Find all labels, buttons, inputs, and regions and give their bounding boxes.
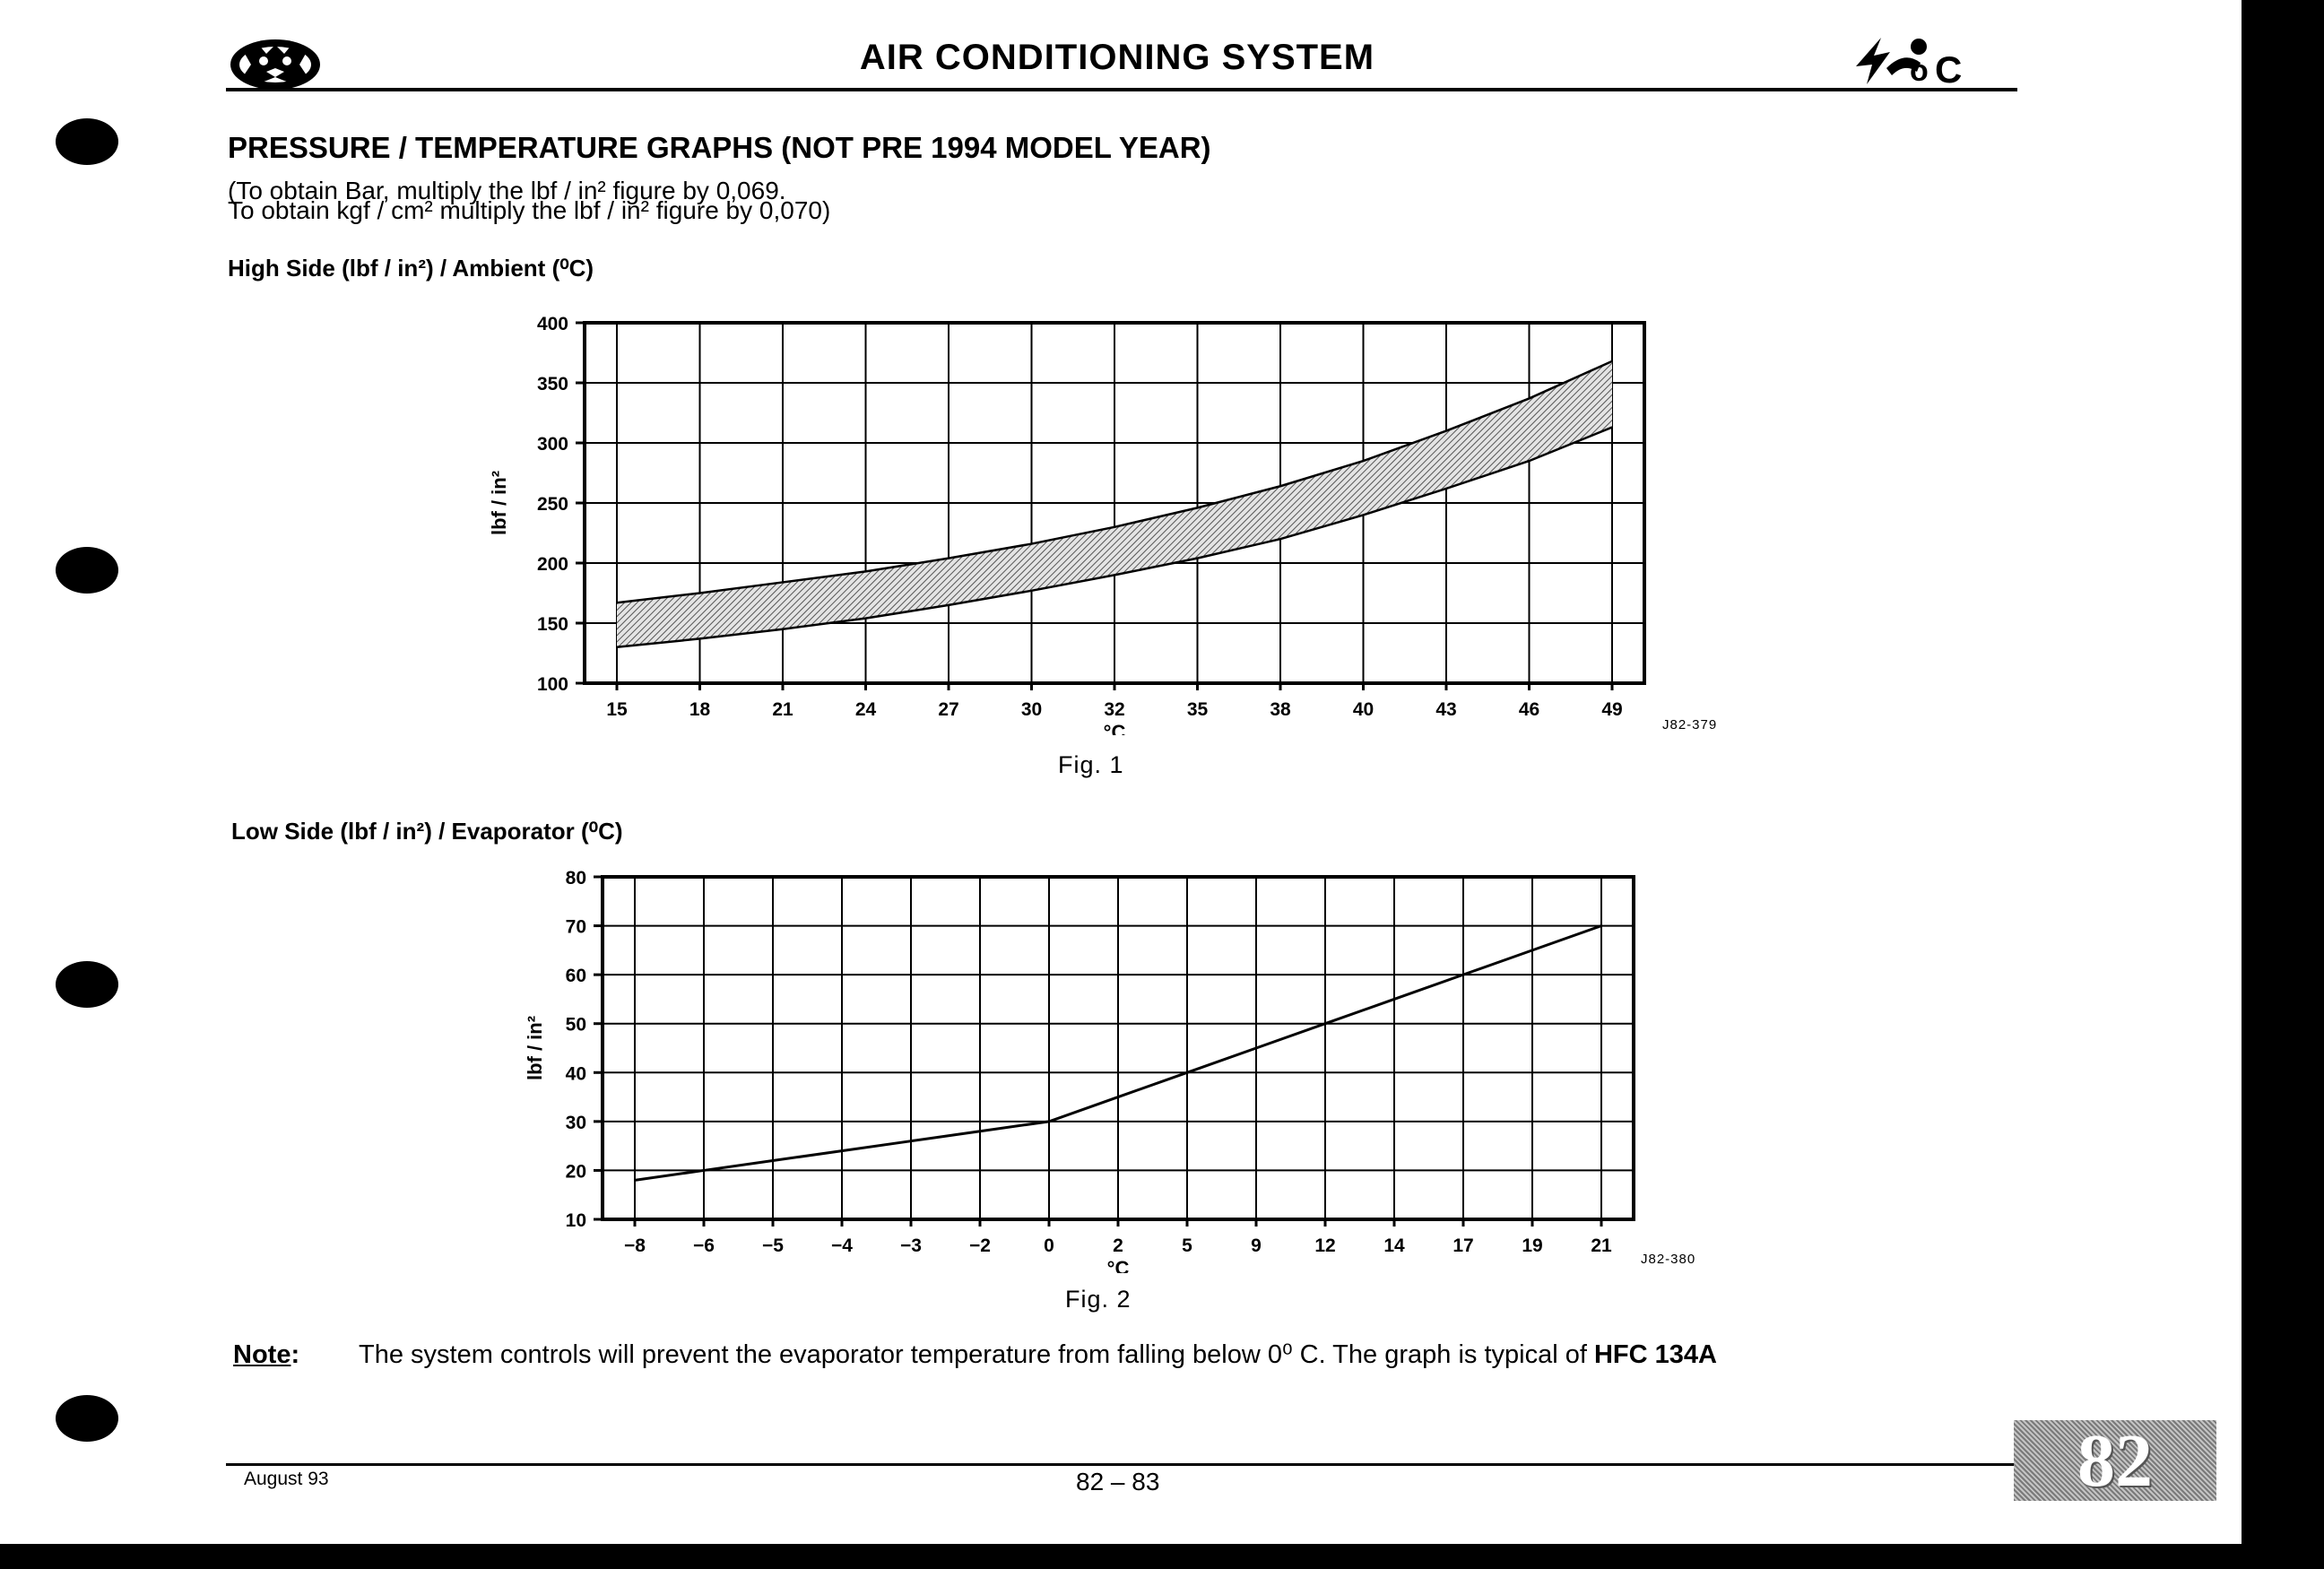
- x-tick-label: 19: [1522, 1235, 1542, 1256]
- x-tick-label: 38: [1270, 699, 1291, 720]
- y-tick-label: 300: [537, 434, 568, 455]
- note-label: Note: [233, 1340, 291, 1369]
- binder-hole: [56, 961, 118, 1008]
- fig1-subheading: High Side (lbf / in²) / Ambient (⁰C): [228, 255, 594, 282]
- y-tick-label: 40: [566, 1063, 586, 1084]
- x-tick-label: 5: [1182, 1235, 1192, 1256]
- fig1-caption: Fig. 1: [1058, 751, 1124, 778]
- x-tick-label: −5: [762, 1235, 784, 1256]
- x-tick-label: 14: [1383, 1235, 1405, 1256]
- fig1-code: J82-379: [1662, 717, 1718, 732]
- x-axis-label: °C: [1107, 1257, 1130, 1273]
- scan-border-right: [2242, 0, 2324, 1569]
- y-axis-label: lbf / in²: [524, 1016, 546, 1080]
- air-conditioning-symbol-text: C: [1935, 48, 1963, 91]
- y-tick-label: 10: [566, 1210, 586, 1231]
- y-tick-label: 100: [537, 674, 568, 695]
- binder-hole: [56, 118, 118, 165]
- footer-page-number: 82 – 83: [1076, 1468, 1160, 1495]
- y-tick-label: 250: [537, 494, 568, 515]
- fig1-chart: 100 150 200 250 300 350 400 15 18 21 24 27 30 32 35 38 4…: [488, 314, 1646, 735]
- note-text: The system controls will prevent the eva…: [359, 1340, 1594, 1369]
- note-paragraph: Note: The system controls will prevent th…: [233, 1340, 1717, 1369]
- y-tick-label: 50: [566, 1015, 586, 1036]
- footer-rule: [226, 1463, 2019, 1466]
- y-tick-label: 150: [537, 614, 568, 635]
- y-tick-label: 400: [537, 314, 568, 334]
- x-tick-label: 35: [1187, 699, 1209, 720]
- x-tick-label: −3: [900, 1235, 922, 1256]
- x-tick-label: 12: [1314, 1235, 1335, 1256]
- x-tick-label: −8: [624, 1235, 646, 1256]
- fig2-subheading: Low Side (lbf / in²) / Evaporator (⁰C): [231, 818, 623, 845]
- x-axis-label: °C: [1104, 721, 1126, 735]
- y-tick-label: 60: [566, 966, 586, 986]
- jaguar-head-emblem-icon: [230, 39, 320, 90]
- air-conditioning-symbol-icon: [1856, 38, 1927, 84]
- note-bold-text: HFC 134A: [1593, 1340, 1717, 1369]
- header-rule: [226, 88, 2017, 91]
- x-tick-label: 21: [1591, 1235, 1612, 1256]
- section-tab: 82: [2014, 1419, 2216, 1503]
- pressure-band-area: [617, 360, 1612, 647]
- x-tick-label: 0: [1044, 1235, 1054, 1256]
- x-tick-label: −4: [831, 1235, 853, 1256]
- fig2-chart: 10 20 30 40 50 60 70 80 −8 −6 −5 −4 −3 −2 0 2 5 9 12 14 17 19…: [524, 868, 1635, 1273]
- band-upper-edge: [616, 360, 1613, 604]
- y-tick-label: 80: [566, 868, 586, 889]
- page-header-title: AIR CONDITIONING SYSTEM: [859, 38, 1375, 77]
- fig2-caption: Fig. 2: [1065, 1286, 1132, 1313]
- x-tick-label: 18: [689, 699, 711, 720]
- pressure-line: [634, 924, 1602, 1182]
- x-tick-label: 21: [772, 699, 793, 720]
- y-tick-label: 30: [566, 1113, 586, 1133]
- x-tick-label: 46: [1519, 699, 1539, 720]
- conversion-note-2: To obtain kgf / cm² multiply the lbf / i…: [228, 196, 831, 224]
- y-tick-label: 20: [566, 1161, 586, 1182]
- conversion-note-1: (To obtain Bar, multiply the lbf / in² f…: [228, 177, 786, 204]
- y-tick-label: 70: [566, 917, 586, 938]
- x-tick-label: 15: [606, 699, 628, 720]
- section-title: PRESSURE / TEMPERATURE GRAPHS (NOT PRE 1…: [228, 131, 1211, 164]
- y-axis-label: lbf / in²: [488, 471, 510, 535]
- band-lower-edge: [616, 426, 1613, 649]
- fig2-code: J82-380: [1641, 1252, 1696, 1267]
- degree-o: o: [1910, 54, 1929, 88]
- scan-border-bottom: [0, 1544, 2324, 1569]
- x-tick-label: 43: [1435, 699, 1456, 720]
- x-tick-label: 32: [1104, 699, 1124, 720]
- x-tick-label: 17: [1452, 1235, 1473, 1256]
- x-tick-label: 9: [1251, 1235, 1262, 1256]
- x-tick-label: −6: [693, 1235, 715, 1256]
- binder-hole: [56, 1395, 118, 1442]
- x-tick-label: 27: [938, 699, 958, 720]
- x-tick-label: 2: [1113, 1235, 1123, 1256]
- x-tick-label: 30: [1021, 699, 1042, 720]
- y-tick-label: 200: [537, 554, 568, 575]
- x-tick-label: 40: [1353, 699, 1374, 720]
- footer-date: August 93: [244, 1469, 329, 1489]
- x-tick-label: 49: [1601, 699, 1622, 720]
- binder-hole: [56, 547, 118, 594]
- x-tick-label: 24: [855, 699, 877, 720]
- y-tick-label: 350: [537, 374, 568, 394]
- x-tick-label: −2: [969, 1235, 991, 1256]
